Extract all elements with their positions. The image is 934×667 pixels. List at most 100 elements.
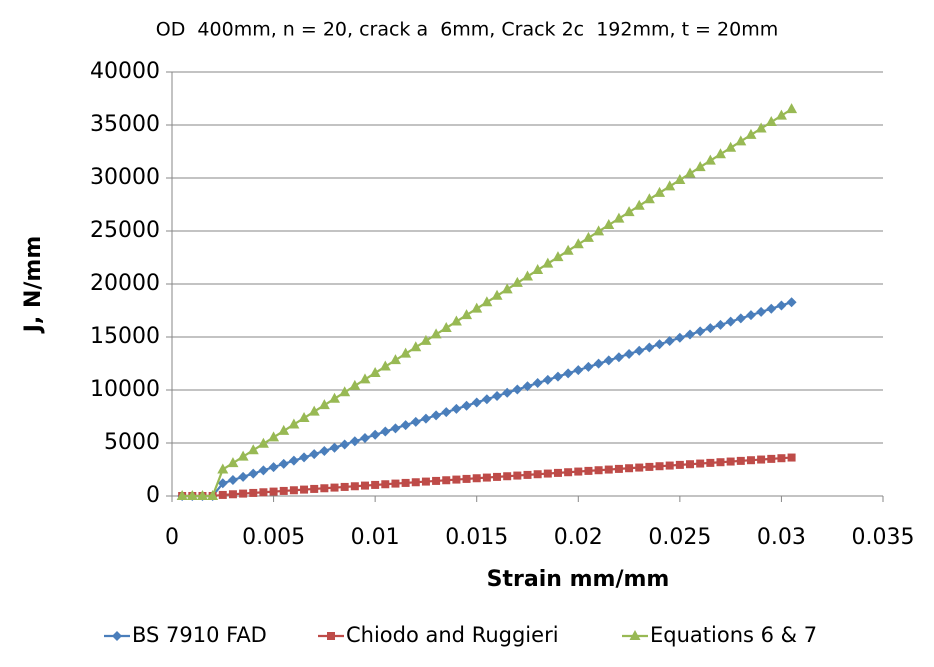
marker — [629, 630, 641, 640]
marker — [714, 148, 726, 159]
marker — [278, 458, 289, 469]
marker — [196, 490, 208, 500]
marker — [269, 487, 278, 496]
marker — [582, 231, 594, 242]
marker — [288, 455, 299, 466]
marker — [765, 116, 777, 127]
marker — [288, 418, 300, 429]
marker — [513, 471, 522, 480]
marker — [410, 341, 422, 352]
marker — [420, 334, 432, 345]
marker — [542, 374, 553, 385]
marker — [279, 486, 288, 495]
marker — [268, 462, 279, 473]
marker — [400, 347, 412, 358]
marker — [359, 373, 371, 384]
marker — [665, 461, 674, 470]
marker — [664, 180, 676, 191]
marker — [736, 456, 745, 465]
legend-label: BS 7910 FAD — [132, 623, 267, 647]
marker — [584, 466, 593, 475]
marker — [532, 264, 544, 275]
marker — [704, 154, 716, 165]
marker — [746, 456, 755, 465]
marker — [442, 476, 451, 485]
marker — [257, 437, 269, 448]
marker — [706, 458, 715, 467]
y-tick-label: 0 — [146, 483, 160, 508]
marker — [786, 297, 797, 308]
marker — [542, 257, 554, 268]
marker — [684, 167, 696, 178]
marker — [654, 339, 665, 350]
marker — [613, 212, 625, 223]
x-tick-label: 0.005 — [242, 525, 305, 550]
marker — [379, 360, 391, 371]
marker — [501, 283, 513, 294]
x-tick-label: 0.02 — [554, 525, 603, 550]
marker — [370, 429, 381, 440]
marker — [349, 436, 360, 447]
marker — [389, 354, 401, 365]
marker — [593, 358, 604, 369]
y-tick-label: 35000 — [90, 112, 160, 137]
marker — [674, 332, 685, 343]
marker — [420, 413, 431, 424]
marker — [503, 472, 512, 481]
marker — [634, 345, 645, 356]
marker — [625, 464, 634, 473]
marker — [777, 454, 786, 463]
marker — [471, 397, 482, 408]
marker — [371, 480, 380, 489]
marker — [308, 405, 320, 416]
marker — [461, 309, 473, 320]
marker — [239, 489, 248, 498]
marker — [217, 463, 229, 474]
marker — [572, 238, 584, 249]
marker — [300, 485, 309, 494]
marker — [430, 328, 442, 339]
marker — [369, 366, 381, 377]
marker — [207, 490, 219, 500]
marker — [380, 426, 391, 437]
marker — [694, 161, 706, 172]
chart-title: OD 400mm, n = 20, crack a 6mm, Crack 2c … — [156, 19, 778, 41]
marker — [512, 384, 523, 395]
marker — [319, 445, 330, 456]
marker — [381, 480, 390, 489]
marker — [237, 450, 249, 461]
marker — [623, 206, 635, 217]
marker — [755, 122, 767, 133]
marker — [786, 103, 798, 114]
marker — [471, 302, 483, 313]
marker — [217, 478, 228, 489]
marker — [553, 468, 562, 477]
marker — [186, 490, 198, 500]
marker — [432, 476, 441, 485]
marker — [112, 631, 122, 641]
marker — [664, 336, 675, 347]
marker — [705, 323, 716, 334]
marker — [654, 186, 666, 197]
marker — [390, 423, 401, 434]
marker — [320, 484, 329, 493]
marker — [299, 452, 310, 463]
marker — [655, 462, 664, 471]
marker — [309, 449, 320, 460]
marker — [452, 475, 461, 484]
x-tick-label: 0.01 — [351, 525, 400, 550]
marker — [695, 326, 706, 337]
x-tick-label: 0 — [165, 525, 179, 550]
y-axis-label: J, N/mm — [21, 236, 46, 335]
marker — [330, 483, 339, 492]
marker — [726, 457, 735, 466]
marker — [298, 412, 310, 423]
marker — [593, 225, 605, 236]
y-tick-label: 25000 — [90, 218, 160, 243]
marker — [735, 135, 747, 146]
marker — [604, 465, 613, 474]
marker — [247, 444, 259, 455]
marker — [776, 300, 787, 311]
marker — [775, 109, 787, 120]
